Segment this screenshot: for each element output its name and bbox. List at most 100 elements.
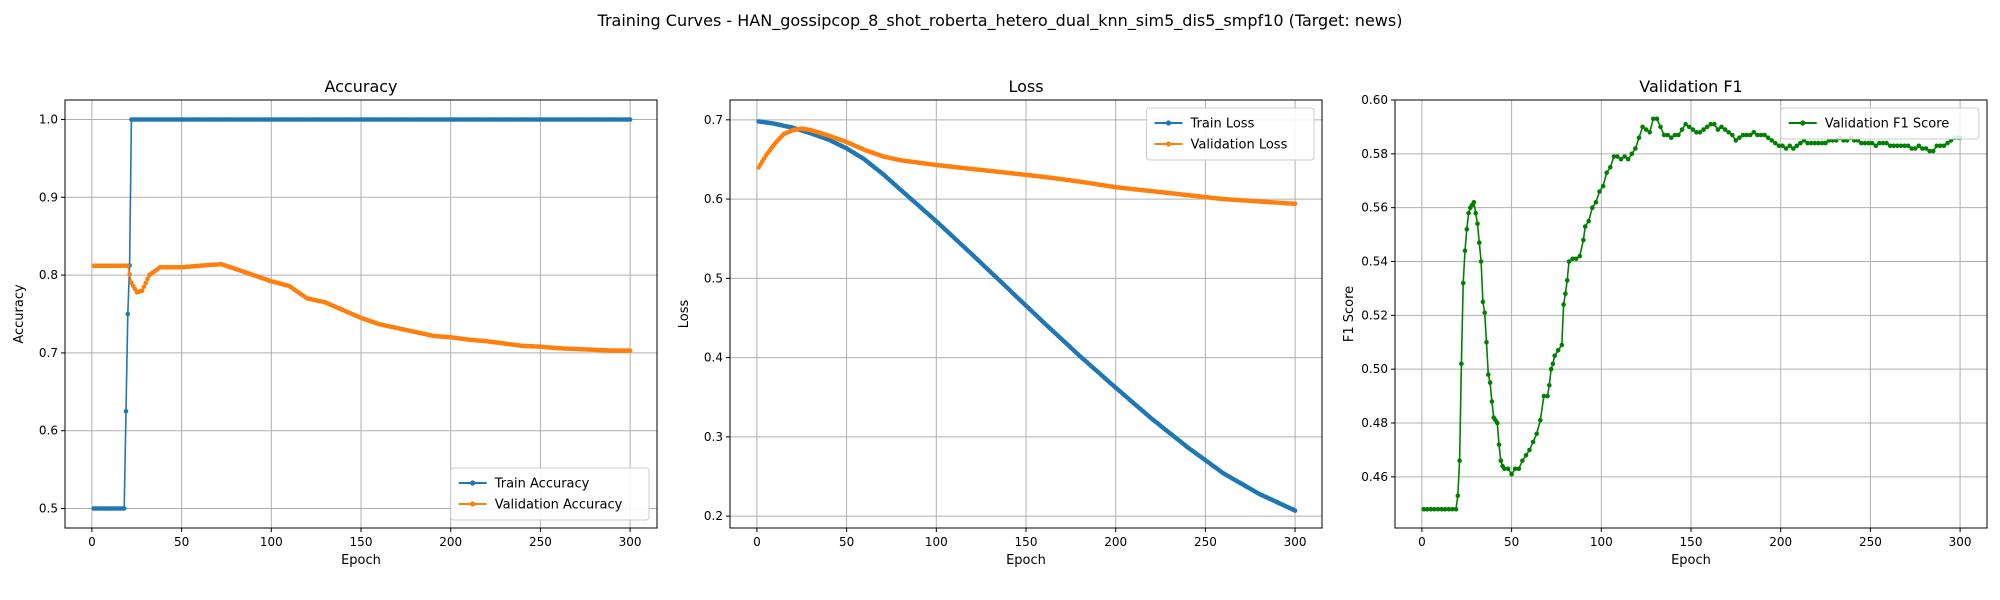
series-1 [91,261,633,353]
data-point [1694,130,1699,135]
legend-entry-label: Validation Loss [1191,138,1288,153]
data-point [1597,189,1602,194]
legend-entry-label: Validation Accuracy [495,498,623,513]
data-point [1622,154,1627,159]
data-point [139,288,145,294]
data-point [1608,165,1613,170]
data-point [1480,299,1486,305]
data-point [1475,221,1480,227]
data-point [1292,201,1298,207]
y-tick-label: 0.50 [1361,362,1388,376]
data-point [1916,143,1922,149]
data-point [1446,506,1452,512]
x-tick-label: 300 [1284,535,1307,549]
data-point [1794,143,1800,149]
data-point [1773,140,1778,146]
data-point [1769,138,1774,143]
loss-subplot: 0 50 100 150 200 250 300 0.2 0.3 0.4 0.5 0.6 0.7 Loss… [677,77,1323,568]
data-point [1466,210,1471,216]
x-tick-label: 100 [1590,535,1613,549]
y-tick-label: 0.6 [39,424,58,438]
series-0 [756,119,1298,513]
data-point [1486,372,1491,377]
data-point [1747,132,1753,138]
data-point [1425,506,1430,512]
data-point [125,311,131,317]
data-point [1690,127,1696,132]
data-point [1439,506,1444,512]
x-axis-label: Epoch [341,553,381,568]
data-point [1541,393,1547,399]
y-tick-label: 0.46 [1361,470,1388,484]
data-point [1516,466,1522,472]
data-point [1590,205,1595,210]
data-point [1676,132,1681,138]
data-point [1570,256,1575,262]
data-point [1577,253,1583,259]
data-point [1611,154,1617,159]
data-point [1884,140,1889,146]
legend-swatch-marker [1800,120,1806,126]
data-point [1895,143,1900,149]
x-tick-label: 50 [839,535,854,549]
y-tick-label: 1.0 [39,112,58,126]
data-point [1812,140,1818,146]
x-tick-label: 200 [1104,535,1127,549]
legend-entry-label: Train Loss [1190,117,1255,132]
data-point [1704,124,1710,130]
data-point [1873,143,1879,149]
x-tick-label: 150 [1015,535,1038,549]
series-0 [1421,116,1963,512]
data-point [1776,143,1782,149]
data-point [1561,302,1566,307]
y-tick-label: 0.2 [704,509,723,523]
data-point [1421,506,1426,512]
x-tick-label: 200 [439,535,462,549]
data-point [1651,116,1656,122]
data-point [1559,342,1565,348]
data-point [1495,420,1500,426]
data-point [1808,140,1814,146]
data-point [125,263,131,269]
x-tick-label: 0 [1418,535,1426,549]
data-point [1435,506,1441,512]
data-point [1905,143,1911,149]
data-point [1726,130,1731,135]
data-point [1758,132,1764,138]
legend-swatch-marker [1165,120,1172,126]
data-point [1722,127,1728,132]
data-point [1633,146,1638,151]
data-point [1665,132,1670,138]
data-point [1930,148,1936,154]
data-point [1453,506,1459,512]
x-tick-label: 300 [1949,535,1972,549]
y-axis-label: Loss [677,300,692,329]
data-point [1733,138,1739,143]
legend: Train Loss Validation Loss [1146,107,1315,161]
data-point [1902,143,1907,149]
x-tick-label: 250 [1859,535,1882,549]
data-point [1509,471,1514,477]
y-tick-label: 0.4 [704,351,723,365]
data-point [627,117,633,122]
data-point [1780,143,1785,149]
data-point [1679,127,1685,132]
data-point [1819,140,1825,146]
data-point [1869,140,1875,146]
data-point [1744,132,1749,138]
data-point [1891,143,1896,149]
data-point [1477,240,1482,245]
data-point [627,348,633,353]
legend-entry-label: Train Accuracy [494,477,590,492]
y-tick-label: 0.5 [704,271,723,285]
legend-box [450,467,650,521]
data-point [1604,170,1609,175]
data-point [1566,259,1572,264]
data-point [1450,506,1455,512]
data-point [1629,151,1635,157]
y-tick-label: 0.3 [704,430,723,444]
data-point [1636,135,1642,140]
data-point [1740,132,1746,138]
data-point [1512,466,1518,472]
